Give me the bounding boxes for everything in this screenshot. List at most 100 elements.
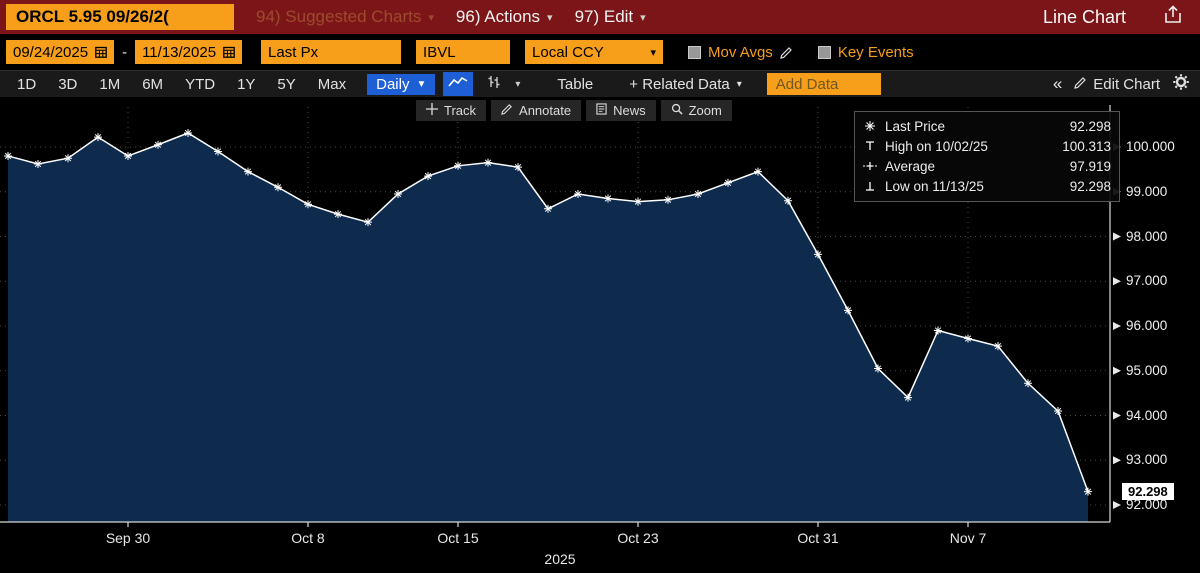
average-icon — [860, 160, 880, 172]
zoom-button[interactable]: Zoom — [660, 100, 732, 121]
legend-row: Average 97.919 — [860, 156, 1111, 176]
chart-legend[interactable]: Last Price 92.298 High on 10/02/25 100.313 A… — [854, 111, 1120, 202]
export-share-button[interactable] — [1162, 4, 1184, 30]
date-to-field[interactable]: 11/13/2025 — [135, 40, 243, 64]
price-field-value: Last Px — [268, 43, 319, 61]
calendar-icon — [223, 46, 235, 58]
key-events-group: Key Events — [817, 43, 914, 61]
news-icon — [596, 103, 607, 118]
last-price-badge: 92.298 — [1122, 482, 1174, 500]
legend-row: Last Price 92.298 — [860, 116, 1111, 136]
mov-avgs-checkbox[interactable] — [688, 45, 702, 59]
bar-chart-type-button[interactable] — [481, 71, 507, 97]
key-events-label[interactable]: Key Events — [837, 43, 914, 61]
chart-settings-bar: 09/24/2025 - 11/13/2025 Last Px IBVL Loc… — [0, 34, 1200, 70]
y-axis-label: 92.000 — [1126, 497, 1168, 512]
price-field-select[interactable]: Last Px — [261, 40, 402, 64]
date-from-field[interactable]: 09/24/2025 — [6, 40, 115, 64]
asterisk-icon — [860, 120, 880, 132]
period-button-1d[interactable]: 1D — [17, 75, 37, 93]
period-button-1m[interactable]: 1M — [99, 75, 121, 93]
edit-label: 97) Edit — [574, 7, 634, 26]
y-axis-label: 98.000 — [1126, 228, 1168, 244]
zoom-label: Zoom — [688, 103, 722, 118]
legend-label: Low on 11/13/25 — [885, 178, 984, 194]
legend-label: High on 10/02/25 — [885, 138, 988, 154]
y-axis-tick-arrow — [1113, 277, 1121, 286]
currency-select[interactable]: Local CCY ▾ — [525, 40, 664, 64]
y-axis-label: 96.000 — [1126, 318, 1168, 333]
add-data-placeholder: Add Data — [775, 75, 839, 93]
track-label: Track — [444, 103, 477, 118]
page-title: Line Chart — [1042, 6, 1126, 27]
period-button-ytd[interactable]: YTD — [185, 75, 216, 93]
price-chart[interactable] — [0, 97, 1122, 547]
related-data-label: + Related Data — [629, 75, 730, 93]
x-axis-label: Nov 7 — [949, 530, 987, 546]
track-button[interactable]: Track — [416, 100, 487, 121]
pencil-icon[interactable] — [780, 46, 793, 59]
actions-label: 96) Actions — [455, 7, 541, 26]
table-button[interactable]: Table — [546, 74, 604, 95]
caret-down-icon: ▾ — [736, 78, 742, 90]
news-label: News — [613, 103, 646, 118]
ohlc-bars-icon — [486, 74, 502, 94]
frequency-select[interactable]: Daily ▼ — [367, 73, 436, 95]
edit-menu[interactable]: 97) Edit ▾ — [575, 7, 646, 27]
actions-menu[interactable]: 96) Actions ▾ — [456, 7, 553, 27]
security-ticker-text: ORCL 5.95 09/26/2( — [16, 7, 169, 26]
legend-value: 97.919 — [1069, 158, 1111, 174]
line-chart-icon — [448, 75, 468, 93]
period-button-max[interactable]: Max — [317, 75, 347, 93]
line-chart-type-button[interactable] — [443, 72, 474, 96]
key-events-checkbox[interactable] — [817, 45, 831, 59]
chart-type-dropdown[interactable]: ▾ — [515, 78, 521, 90]
news-button[interactable]: News — [586, 100, 656, 121]
x-axis-label: Oct 31 — [797, 530, 839, 546]
period-button-6m[interactable]: 6M — [142, 75, 164, 93]
edit-chart-button[interactable]: Edit Chart — [1074, 76, 1160, 93]
suggested-charts-menu[interactable]: 94) Suggested Charts ▾ — [256, 7, 434, 27]
share-icon — [1162, 4, 1184, 30]
related-data-button[interactable]: + Related Data ▾ — [618, 74, 753, 95]
y-axis-label: 94.000 — [1126, 407, 1168, 423]
x-axis-label: Oct 23 — [617, 530, 659, 546]
x-axis-year-label: 2025 — [544, 551, 576, 567]
y-axis-label: 100.000 — [1126, 139, 1175, 154]
frequency-value: Daily — [376, 75, 410, 93]
annotate-button[interactable]: Annotate — [491, 100, 582, 121]
period-button-1y[interactable]: 1Y — [237, 75, 256, 93]
legend-row: Low on 11/13/25 92.298 — [860, 176, 1111, 196]
y-axis-tick-arrow — [1113, 456, 1121, 465]
legend-label: Average — [885, 158, 936, 174]
price-markers — [4, 128, 1092, 496]
chart-toolbar: 1D 3D 1M 6M YTD 1Y 5Y Max Daily ▼ ▾ Table + Rel… — [0, 70, 1200, 97]
collapse-panel-button[interactable]: « — [1052, 74, 1063, 93]
period-button-5y[interactable]: 5Y — [277, 75, 296, 93]
y-axis-label: 97.000 — [1126, 273, 1168, 289]
annotate-label: Annotate — [519, 103, 572, 118]
legend-row: High on 10/02/25 100.313 — [860, 136, 1111, 156]
mov-avgs-label[interactable]: Mov Avgs — [708, 43, 773, 61]
settings-gear-icon[interactable] — [1172, 73, 1190, 95]
high-icon — [860, 140, 880, 152]
add-data-input[interactable]: Add Data — [766, 73, 881, 95]
table-label: Table — [557, 75, 594, 93]
x-axis-label: Oct 15 — [437, 530, 479, 546]
y-axis-tick-arrow — [1113, 232, 1121, 241]
caret-down-icon: ▾ — [650, 46, 657, 59]
period-button-3d[interactable]: 3D — [58, 75, 78, 93]
security-ticker-field[interactable]: ORCL 5.95 09/26/2( — [6, 4, 234, 30]
chart-tools-overlay: Track Annotate News Zoom — [416, 100, 732, 121]
pricing-source-field[interactable]: IBVL — [416, 40, 511, 64]
caret-down-icon: ▾ — [640, 11, 646, 24]
chart-area: Track Annotate News Zoom Last — [0, 97, 1200, 573]
calendar-icon — [95, 46, 107, 58]
y-axis-tick-arrow — [1113, 411, 1121, 420]
date-from-value: 09/24/2025 — [13, 43, 89, 61]
edit-chart-label: Edit Chart — [1093, 75, 1160, 93]
legend-value: 100.313 — [1062, 138, 1111, 154]
pencil-icon — [1074, 76, 1087, 93]
currency-value: Local CCY — [532, 43, 604, 61]
caret-down-icon: ▾ — [547, 11, 553, 24]
